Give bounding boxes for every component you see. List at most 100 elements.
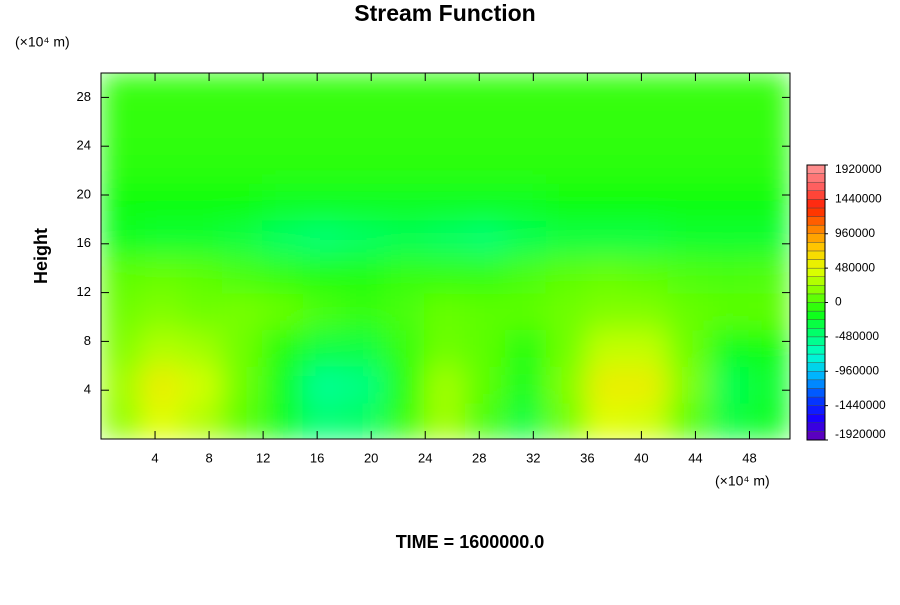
field-cell [343, 401, 386, 439]
field-cell [464, 145, 508, 184]
field-cell [140, 73, 184, 111]
colorbar-band [806, 233, 826, 243]
field-cell [383, 255, 427, 294]
colorbar-band [806, 353, 826, 363]
field-cell [545, 364, 589, 404]
field-cell [424, 108, 467, 148]
colorbar-band [806, 362, 826, 372]
field-cell [707, 401, 751, 439]
colorbar-band [806, 164, 826, 174]
colorbar-band [806, 310, 826, 320]
field-cell [302, 401, 346, 439]
field-cell [707, 218, 751, 257]
colorbar-band [806, 319, 826, 329]
field-cell [464, 291, 508, 331]
field-cell [140, 218, 184, 257]
field-cell [101, 73, 143, 111]
field-cell [748, 108, 790, 148]
field-cell [667, 108, 710, 148]
x-tick-label: 16 [310, 450, 324, 465]
x-tick-label: 48 [742, 450, 756, 465]
field-cell [140, 145, 184, 184]
field-cell [343, 364, 386, 404]
field-cell [545, 108, 589, 148]
field-cell [302, 108, 346, 148]
field-cell [667, 291, 710, 331]
field [101, 73, 790, 439]
field-cell [181, 181, 224, 221]
colorbar-band [806, 379, 826, 389]
y-tick-label: 4 [84, 382, 91, 397]
field-cell [464, 328, 508, 367]
field-cell [383, 401, 427, 439]
x-tick-label: 44 [688, 450, 702, 465]
colorbar-band [806, 345, 826, 355]
field-cell [545, 401, 589, 439]
field-cell [262, 401, 305, 439]
colorbar-band [806, 371, 826, 381]
plot-frame [100, 72, 791, 440]
field-cell [140, 108, 184, 148]
field-cell [505, 73, 548, 111]
field-cell [667, 401, 710, 439]
field-cell [140, 181, 184, 221]
x-tick-label: 40 [634, 450, 648, 465]
field-cell [586, 255, 629, 294]
colorbar-tick-label: -1920000 [835, 427, 886, 441]
colorbar-band [806, 414, 826, 424]
colorbar-band [806, 173, 826, 183]
field-cell [343, 218, 386, 257]
field-cell [667, 218, 710, 257]
field-cell [707, 181, 751, 221]
field-cell [262, 181, 305, 221]
y-tick-label: 8 [84, 333, 91, 348]
x-tick-label: 24 [418, 450, 432, 465]
field-cell [464, 364, 508, 404]
field-cell [586, 73, 629, 111]
field-cell [424, 364, 467, 404]
field-cell [545, 145, 589, 184]
field-cell [545, 328, 589, 367]
field-cell [221, 364, 265, 404]
x-tick-label: 20 [364, 450, 378, 465]
field-cell [424, 145, 467, 184]
field-cell [748, 145, 790, 184]
footer: TIME = 1600000.0 [396, 532, 545, 552]
field-cell [221, 328, 265, 367]
field-cell [586, 291, 629, 331]
field-cell [262, 145, 305, 184]
field-cell [262, 328, 305, 367]
y-axis-label: Height [31, 228, 51, 284]
field-cell [748, 364, 790, 404]
chart-title: Stream Function [354, 0, 535, 26]
field-cell [383, 181, 427, 221]
field-cell [221, 108, 265, 148]
field-cell [626, 328, 670, 367]
field-cell [545, 255, 589, 294]
field-cell [302, 364, 346, 404]
colorbar-tick-label: -960000 [835, 363, 879, 377]
field-cell [262, 255, 305, 294]
field-cell [424, 328, 467, 367]
field-cell [667, 364, 710, 404]
colorbar-band [806, 396, 826, 406]
field-cell [181, 291, 224, 331]
field-cell [343, 181, 386, 221]
field-cell [302, 73, 346, 111]
colorbar-band [806, 328, 826, 338]
field-cell [748, 218, 790, 257]
field-cell [302, 181, 346, 221]
colorbar: 1920000 1440000 960000 480000 0 -480000 -96000… [806, 162, 886, 441]
field-cell [586, 328, 629, 367]
colorbar-band [806, 293, 826, 303]
field-cell [505, 291, 548, 331]
field-cell [505, 108, 548, 148]
colorbar-band [806, 431, 826, 441]
field-cell [586, 145, 629, 184]
field-cell [101, 181, 143, 221]
colorbar-band [806, 181, 826, 191]
field-cell [383, 328, 427, 367]
field-cell [545, 218, 589, 257]
colorbar-band [806, 224, 826, 234]
